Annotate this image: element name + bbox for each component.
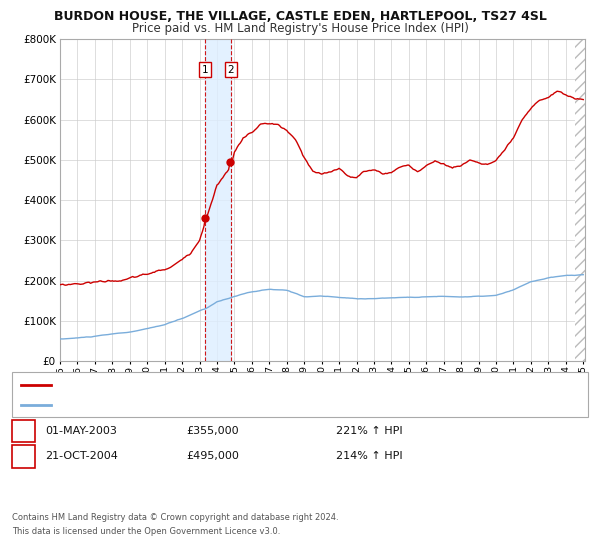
Text: 2: 2	[20, 451, 27, 461]
Bar	[575, 39, 592, 361]
Text: 1: 1	[20, 426, 27, 436]
Text: BURDON HOUSE, THE VILLAGE, CASTLE EDEN, HARTLEPOOL, TS27 4SL: BURDON HOUSE, THE VILLAGE, CASTLE EDEN, …	[53, 10, 547, 23]
Text: HPI: Average price, detached house, County Durham: HPI: Average price, detached house, Coun…	[57, 400, 315, 410]
Text: Contains HM Land Registry data © Crown copyright and database right 2024.: Contains HM Land Registry data © Crown c…	[12, 514, 338, 522]
Text: 2: 2	[227, 65, 234, 75]
Text: 01-MAY-2003: 01-MAY-2003	[45, 426, 117, 436]
Text: 1: 1	[202, 65, 209, 75]
Text: Price paid vs. HM Land Registry's House Price Index (HPI): Price paid vs. HM Land Registry's House …	[131, 22, 469, 35]
Text: 21-OCT-2004: 21-OCT-2004	[45, 451, 118, 461]
Text: BURDON HOUSE, THE VILLAGE, CASTLE EDEN, HARTLEPOOL, TS27 4SL (detached house: BURDON HOUSE, THE VILLAGE, CASTLE EDEN, …	[57, 380, 489, 390]
Text: 214% ↑ HPI: 214% ↑ HPI	[336, 451, 403, 461]
Text: This data is licensed under the Open Government Licence v3.0.: This data is licensed under the Open Gov…	[12, 528, 280, 536]
Text: 221% ↑ HPI: 221% ↑ HPI	[336, 426, 403, 436]
Text: £495,000: £495,000	[186, 451, 239, 461]
Bar	[205, 39, 231, 361]
Text: £355,000: £355,000	[186, 426, 239, 436]
